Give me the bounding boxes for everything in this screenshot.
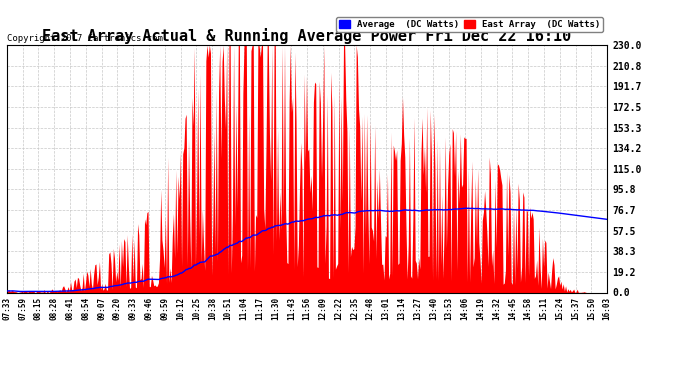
Title: East Array Actual & Running Average Power Fri Dec 22 16:10: East Array Actual & Running Average Powe…	[42, 28, 572, 44]
Text: Copyright 2017 Cartronics.com: Copyright 2017 Cartronics.com	[7, 33, 163, 42]
Legend: Average  (DC Watts), East Array  (DC Watts): Average (DC Watts), East Array (DC Watts…	[336, 17, 602, 32]
